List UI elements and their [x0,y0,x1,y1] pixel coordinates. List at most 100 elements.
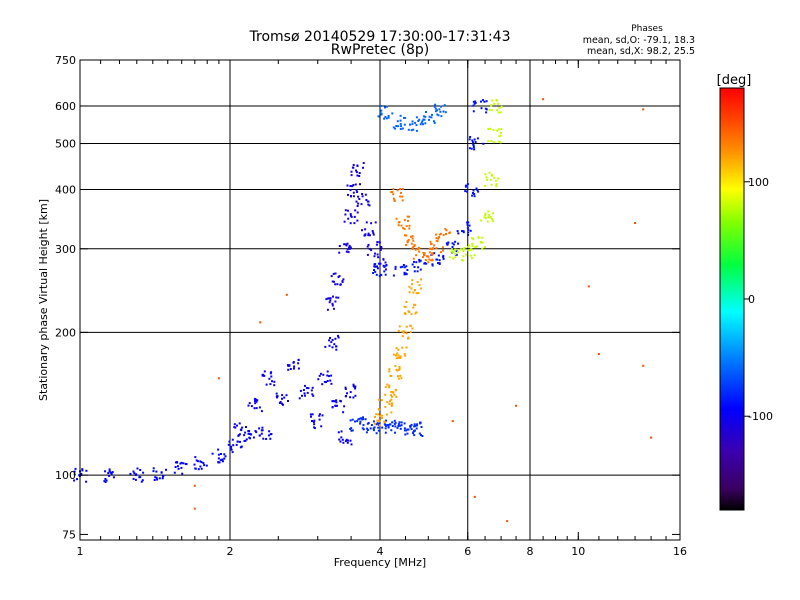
echo-point [174,466,177,468]
echo-point [394,354,397,357]
echo-point [228,440,231,443]
echo-point [364,233,367,236]
echo-point [373,422,376,425]
echo-point [281,394,284,397]
echo-point [332,295,334,298]
echo-point [468,244,471,247]
echo-point [325,298,328,301]
echo-point [217,461,220,464]
echo-point [352,184,355,186]
echo-point [217,453,220,456]
echo-point [474,100,477,103]
echo-point [328,301,331,304]
echo-point [409,324,412,327]
echo-point [318,414,321,417]
echo-point [353,385,356,388]
echo-point [469,136,472,138]
y-tick-label: 300 [55,243,76,256]
echo-point [73,473,76,476]
echo-point [73,479,76,482]
echo-point [431,252,434,255]
echo-point [373,269,375,271]
colorbar-tick-label: 0 [748,293,755,306]
echo-point [406,269,409,271]
echo-point [452,243,455,246]
echo-point [340,430,343,433]
echo-point [411,283,413,286]
echo-point [355,200,358,203]
echo-point [428,258,431,261]
echo-point [481,247,484,250]
echo-point [404,306,407,309]
echo-point [406,428,409,431]
y-tick-label: 600 [55,100,76,113]
echo-point [80,472,83,475]
echo-point [367,234,370,237]
echo-point [542,98,545,101]
echo-point [436,109,438,112]
echo-point [373,265,376,268]
echo-point [380,399,383,402]
echo-point [337,431,340,434]
echo-point [496,129,499,132]
colorbar [719,87,745,511]
axis-ticks: 1 2 4 6 8 10 16 75 100 200 300 400 500 600 750 [55,54,687,558]
echo-point [403,352,406,355]
echo-point [499,131,502,134]
echo-point [476,189,479,192]
echo-point [195,459,198,462]
echo-point [270,375,273,378]
echo-point [252,436,255,439]
echo-point [403,273,406,276]
echo-point [411,246,414,249]
echo-point [489,127,492,130]
echo-point [462,250,465,252]
echo-point [395,347,398,350]
echo-point [391,112,394,115]
echo-point [405,225,408,228]
echo-point [153,479,156,481]
echo-point [400,125,402,128]
echo-point [275,392,278,395]
grid-lines [80,60,680,540]
echo-point [392,126,395,129]
echo-point [445,233,447,235]
y-tick-label: 75 [62,528,76,541]
echo-point [467,245,470,248]
echo-point [235,443,238,446]
echo-point [396,352,399,355]
echo-point [359,420,362,423]
echo-point [415,116,418,119]
echo-point [452,249,455,252]
echo-point [467,221,470,224]
echo-point [467,234,469,236]
echo-point [404,117,407,119]
echo-point [276,395,279,398]
echo-point [397,377,400,380]
echo-point [368,234,371,237]
echo-point [399,357,402,359]
echo-point [431,247,434,250]
echo-point [271,380,273,383]
echo-point [220,453,222,455]
echo-point [344,213,347,216]
echo-point [378,420,381,423]
echo-point [422,256,424,259]
echo-point [129,472,132,475]
echo-point [339,440,342,443]
echo-point [423,254,426,257]
echo-point [393,419,396,422]
echo-point [343,243,346,246]
echo-point [397,329,400,332]
echo-point [451,242,454,245]
echo-point [356,164,359,167]
echo-point [250,433,253,436]
echo-point [335,345,338,348]
echo-point [304,394,306,397]
echo-point [132,470,135,473]
echo-point [466,190,468,193]
colorbar-tick-label: -100 [748,410,773,423]
echo-point [389,423,392,426]
echo-point [407,238,410,241]
echo-point [265,438,268,440]
